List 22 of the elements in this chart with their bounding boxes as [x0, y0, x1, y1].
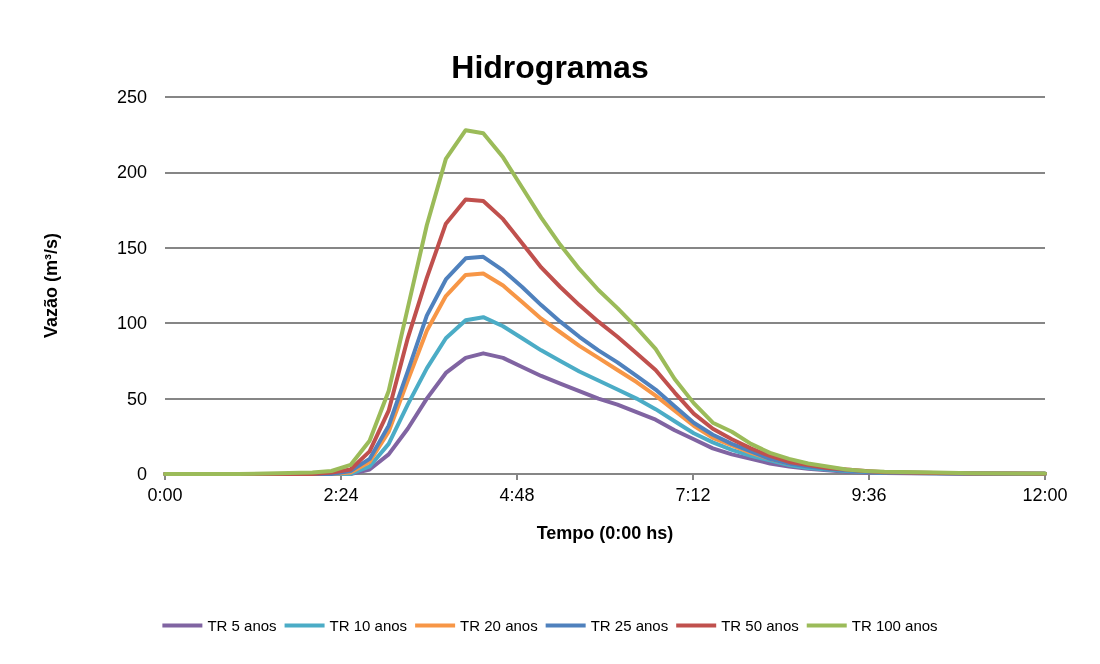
line-series	[163, 128, 1047, 476]
y-tick-label: 0	[136, 464, 147, 484]
chart-title: Hidrogramas	[451, 49, 649, 85]
y-tick-label: 100	[116, 313, 147, 334]
legend-label: TR 5 anos	[207, 617, 277, 634]
legend-label: TR 20 anos	[460, 617, 538, 634]
y-tick-label: 150	[116, 237, 147, 258]
y-tick-label: 250	[116, 87, 147, 107]
y-tick-label: 50	[126, 388, 147, 409]
x-tick-label: 4:48	[499, 485, 535, 505]
x-tick-label: 0:00	[147, 485, 183, 505]
x-tick-label: 12:00	[1022, 485, 1068, 505]
y-tick-label: 200	[116, 162, 147, 183]
legend-label: TR 100 anos	[851, 617, 938, 634]
legend-label: TR 25 anos	[590, 617, 669, 634]
legend-label: TR 50 anos	[721, 617, 799, 634]
x-tick-label: 7:12	[675, 485, 711, 505]
x-tick-label: 9:36	[851, 485, 887, 505]
x-axis-title: Tempo (0:00 hs)	[536, 523, 674, 543]
y-axis-title: Vazão (m³/s)	[41, 232, 61, 339]
x-tick-label: 2:24	[323, 485, 359, 505]
legend-label: TR 10 anos	[329, 617, 408, 634]
